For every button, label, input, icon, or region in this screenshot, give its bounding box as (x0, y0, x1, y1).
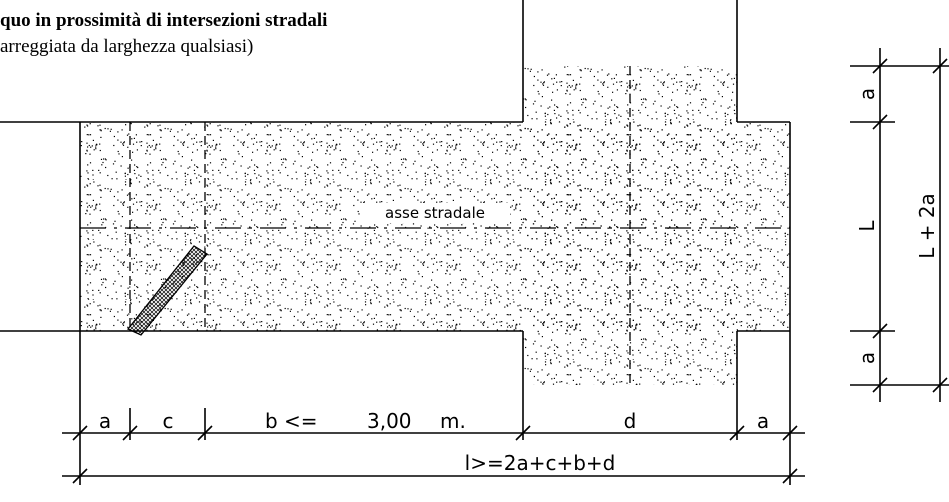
dim-total: l>=2a+c+b+d (465, 451, 616, 475)
title: quo in prossimità di intersezioni strada… (0, 10, 327, 31)
dim-label: a (855, 88, 879, 100)
dim-value: 3,00 (367, 409, 412, 433)
dim-label: c (163, 409, 174, 433)
dim-label: a (99, 409, 111, 433)
dimension-lines (62, 48, 949, 484)
dim-label: a (757, 409, 769, 433)
dim-label: b <= (265, 409, 318, 433)
dim-label: a (855, 352, 879, 364)
dim-label: d (624, 409, 637, 433)
dim-label: L (855, 220, 879, 232)
label-bg (360, 203, 510, 223)
stop-bar (126, 245, 208, 336)
dim-total: L + 2a (915, 193, 939, 259)
axis-label: asse stradale (385, 204, 485, 222)
subtitle: arreggiata da larghezza qualsiasi) (0, 36, 253, 57)
road-edges (0, 0, 791, 485)
markings (80, 66, 790, 385)
dim-unit: m. (440, 409, 466, 433)
